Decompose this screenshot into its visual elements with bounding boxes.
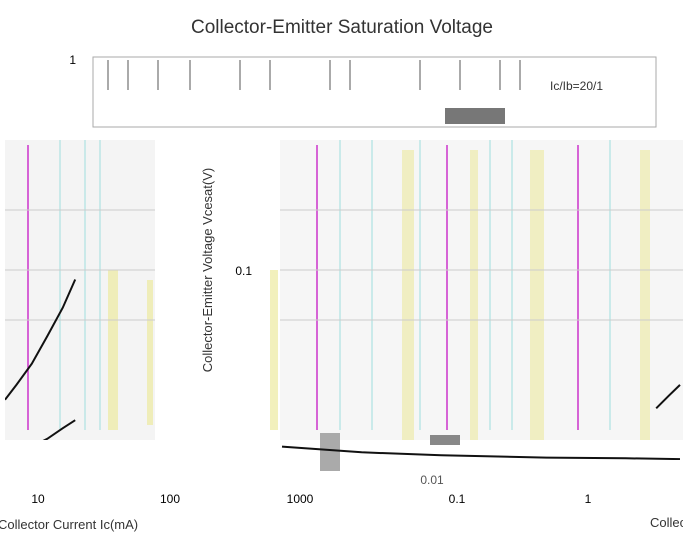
y-tick-label: 1 — [69, 53, 76, 67]
background-artifacts — [5, 56, 683, 471]
y-tick-label: 0.01 — [420, 473, 444, 487]
y-axis-label: Collector-Emitter Voltage Vcesat(V) — [200, 168, 215, 372]
x-axis-label-right: Collector — [650, 515, 683, 530]
series-line-1-0 — [281, 445, 681, 460]
series-line-0-1 — [42, 419, 76, 440]
x-tick-label: 10 — [31, 492, 45, 506]
series-line-1-1 — [655, 384, 681, 410]
x-tick-label: 1 — [585, 492, 592, 506]
legend-label: Ic/Ib=20/1 — [550, 79, 603, 93]
y-tick-label: 0.1 — [235, 264, 252, 278]
x-tick-label: 1000 — [287, 492, 314, 506]
x-tick-label: 0.1 — [449, 492, 466, 506]
x-tick-label: 100 — [160, 492, 180, 506]
chart-title: Collector-Emitter Saturation Voltage — [191, 17, 493, 38]
x-axis-label: Collector Current Ic(mA) — [0, 517, 138, 532]
series-line-0-0 — [5, 279, 77, 401]
